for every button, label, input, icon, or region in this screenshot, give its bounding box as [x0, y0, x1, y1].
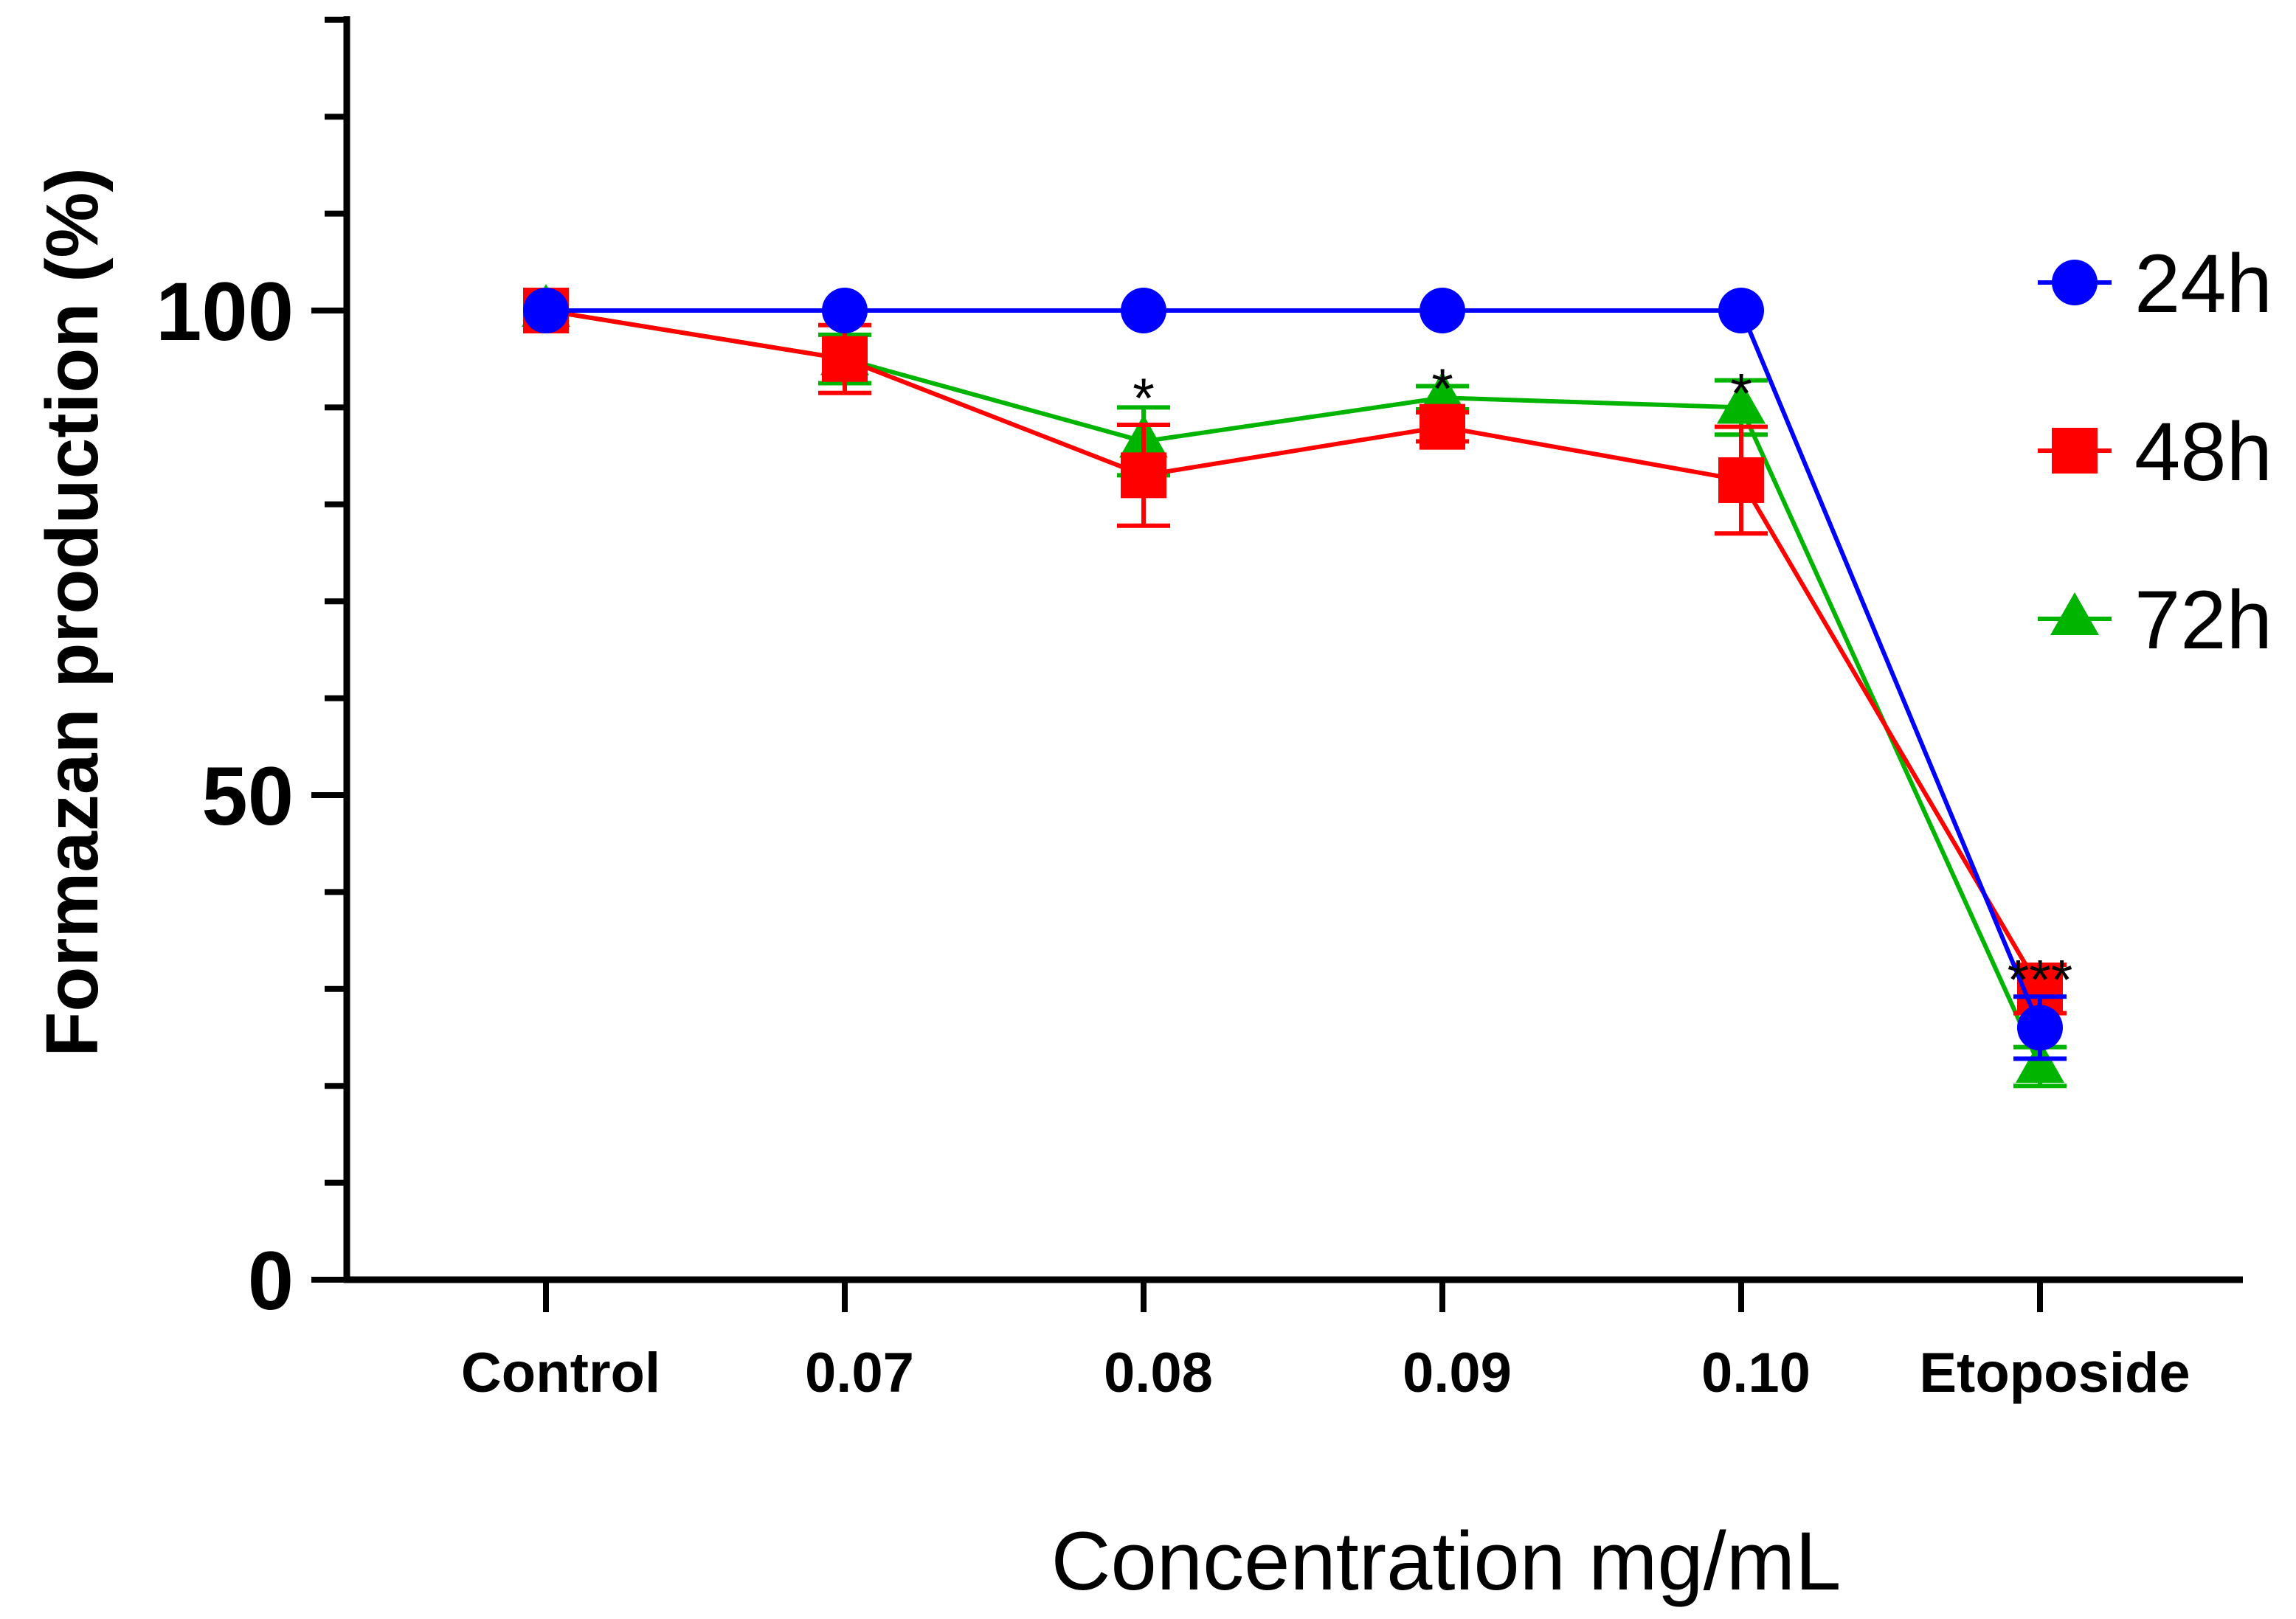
y-tick-label: 0 [248, 1235, 294, 1327]
data-point-24h [1420, 288, 1465, 333]
significance-marker: * [1133, 367, 1155, 430]
legend-label: 72h [2134, 574, 2272, 666]
series-layer [522, 284, 2067, 1089]
data-point-24h [523, 288, 569, 333]
significance-marker: *** [2008, 949, 2073, 1012]
legend-item-72h: 72h [2038, 574, 2272, 666]
y-axis-title: Formazan production (%) [31, 167, 114, 1057]
axes: 0 50 100 Control 0.07 0.08 0.09 0.10 Etoposide [156, 16, 2243, 1404]
legend-item-48h: 48h [2038, 406, 2272, 498]
data-point-72h [2016, 1039, 2064, 1083]
series-24h [523, 288, 2067, 1061]
x-tick-label: Control [461, 1342, 660, 1404]
series-72h [522, 284, 2067, 1089]
data-point-72h [2050, 592, 2099, 636]
legend: 24h 48h 72h [2038, 238, 2272, 666]
data-point-24h [822, 288, 868, 333]
series-line-24h [546, 308, 2042, 1029]
x-tick-label: 0.10 [1701, 1342, 1811, 1404]
data-point-48h [1121, 452, 1166, 499]
data-point-24h [1718, 288, 1764, 333]
x-axis-title: Concentration mg/mL [1051, 1515, 1842, 1607]
x-tick-label: 0.09 [1403, 1342, 1512, 1404]
legend-label: 48h [2134, 406, 2272, 498]
y-tick-label: 100 [156, 266, 294, 358]
x-tick-label: 0.08 [1104, 1342, 1213, 1404]
data-point-24h [2052, 260, 2098, 305]
series-line-72h [545, 308, 2042, 1068]
legend-label: 24h [2134, 238, 2272, 330]
significance-marker: * [1730, 363, 1752, 426]
data-point-48h [1718, 457, 1764, 503]
series-line-48h [545, 308, 2042, 991]
series-48h [523, 288, 2067, 1016]
x-tick-label: 0.07 [805, 1342, 914, 1404]
significance-marker: * [1431, 358, 1453, 420]
legend-item-24h: 24h [2038, 238, 2272, 330]
data-point-48h [822, 336, 868, 382]
data-point-72h [1418, 371, 1467, 415]
data-point-24h [1121, 288, 1166, 333]
data-point-24h [2017, 1005, 2063, 1051]
y-tick-label: 50 [201, 750, 294, 842]
x-tick-label: Etoposide [1919, 1342, 2190, 1404]
data-point-48h [1420, 403, 1465, 450]
data-point-48h [2052, 428, 2098, 474]
annotations-layer: * * **** [1133, 358, 2072, 1012]
data-point-72h [1717, 381, 1766, 424]
